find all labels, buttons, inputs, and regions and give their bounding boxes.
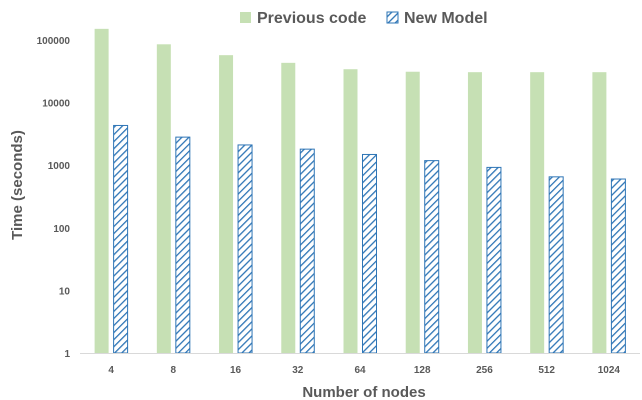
bar-new-model — [486, 166, 502, 354]
y-tick-label: 10000 — [42, 99, 70, 110]
bar-new-model — [237, 144, 253, 354]
y-tick-label: 100 — [53, 224, 70, 235]
bar-previous-code — [94, 28, 109, 353]
x-axis-title: Number of nodes — [302, 384, 425, 400]
bar-new-model — [113, 124, 129, 354]
y-tick-label: 10 — [59, 286, 71, 297]
bar-previous-code — [281, 62, 296, 353]
y-tick-label: 1000 — [48, 161, 71, 172]
bars — [94, 28, 626, 354]
bar-previous-code — [592, 72, 607, 353]
legend-swatch-previous-code — [240, 12, 251, 23]
bar-previous-code — [405, 71, 420, 353]
bar-new-model — [424, 160, 440, 354]
y-axis-title: Time (seconds) — [9, 130, 26, 240]
bar-new-model — [175, 136, 191, 354]
x-axis: 4 8 16 32 64 128 256 512 1024 — [80, 353, 640, 376]
x-tick-label: 1024 — [598, 365, 621, 376]
bar-previous-code — [219, 55, 234, 354]
bar-new-model — [548, 176, 564, 354]
x-tick-label: 16 — [230, 365, 242, 376]
bar-previous-code — [156, 44, 171, 354]
legend-label-new-model: New Model — [404, 10, 488, 27]
x-tick-label: 512 — [538, 365, 555, 376]
bar-new-model — [299, 148, 315, 354]
x-tick-label: 32 — [292, 365, 304, 376]
y-tick-label: 1 — [64, 349, 70, 360]
legend-label-previous-code: Previous code — [257, 10, 366, 27]
legend-swatch-new-model — [386, 11, 399, 24]
x-tick-label: 256 — [476, 365, 493, 376]
bar-previous-code — [467, 72, 482, 353]
bar-previous-code — [343, 69, 358, 354]
bar-previous-code — [530, 72, 545, 353]
x-tick-label: 64 — [354, 365, 366, 376]
bar-new-model — [362, 153, 377, 354]
x-tick-label: 128 — [414, 365, 431, 376]
x-tick-label: 4 — [108, 365, 114, 376]
y-axis: 1 10 100 1000 10000 100000 — [37, 36, 71, 360]
legend: Previous code New Model — [240, 10, 488, 27]
y-tick-label: 100000 — [37, 36, 71, 47]
bar-new-model — [610, 178, 626, 354]
x-tick-label: 8 — [171, 365, 177, 376]
